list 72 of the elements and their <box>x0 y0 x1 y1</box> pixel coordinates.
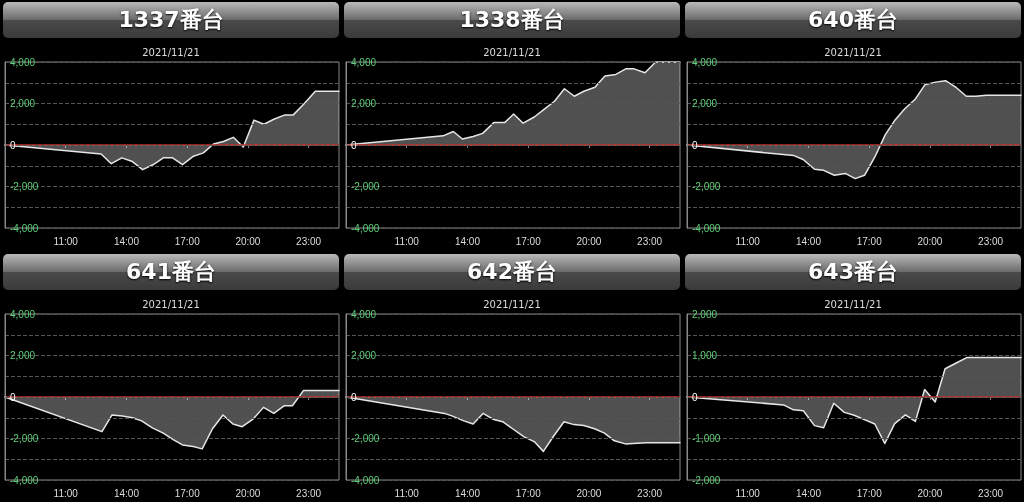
x-tick-label: 20:00 <box>235 487 261 499</box>
y-tick-label: -2,000 <box>10 433 39 444</box>
y-tick-label: -2,000 <box>692 474 721 486</box>
x-tick-label: 11:00 <box>735 487 761 499</box>
x-tick-label: 17:00 <box>515 235 542 247</box>
y-tick-label: 0 <box>351 391 357 403</box>
x-tick-label: 20:00 <box>917 235 943 247</box>
x-tick-label: 20:00 <box>917 487 943 499</box>
y-tick-label: 2,000 <box>10 350 36 361</box>
chart-subtitle: 2021/11/21 <box>483 46 541 58</box>
chart-subtitle: 2021/11/21 <box>142 298 200 310</box>
x-tick-label: 17:00 <box>856 487 883 499</box>
y-tick-label: 0 <box>692 139 698 151</box>
x-tick-label: 23:00 <box>296 235 322 247</box>
y-tick-label: -2,000 <box>692 181 721 192</box>
x-tick-label: 23:00 <box>637 487 663 499</box>
y-tick-label: -4,000 <box>351 222 380 234</box>
chart-subtitle: 2021/11/21 <box>824 298 882 310</box>
x-tick-label: 17:00 <box>515 487 542 499</box>
y-tick-label: 2,000 <box>10 98 36 109</box>
y-tick-label: -4,000 <box>10 222 39 234</box>
chart-title: 641番台 <box>3 254 339 290</box>
x-tick-label: 11:00 <box>735 235 761 247</box>
y-tick-label: 0 <box>10 391 16 403</box>
y-tick-label: -2,000 <box>351 433 380 444</box>
chart-title: 1338番台 <box>344 2 680 38</box>
x-tick-label: 14:00 <box>113 487 140 499</box>
x-tick-label: 23:00 <box>296 487 322 499</box>
y-tick-label: -1,000 <box>692 433 721 444</box>
x-tick-label: 14:00 <box>113 235 140 247</box>
y-tick-label: 2,000 <box>692 98 718 109</box>
y-tick-label: 2,000 <box>692 308 718 320</box>
chart-title: 1337番台 <box>3 2 339 38</box>
y-tick-label: 1,000 <box>692 350 718 361</box>
chart-subtitle: 2021/11/21 <box>483 298 541 310</box>
x-tick-label: 14:00 <box>454 487 481 499</box>
y-tick-label: 4,000 <box>351 56 377 68</box>
chart-subtitle: 2021/11/21 <box>824 46 882 58</box>
y-tick-label: 4,000 <box>351 308 377 320</box>
y-tick-label: 0 <box>351 139 357 151</box>
chart-subtitle: 2021/11/21 <box>142 46 200 58</box>
y-tick-label: 4,000 <box>10 56 36 68</box>
x-tick-label: 20:00 <box>576 487 602 499</box>
x-tick-label: 11:00 <box>394 235 420 247</box>
chart-title: 640番台 <box>685 2 1021 38</box>
x-tick-label: 23:00 <box>978 487 1004 499</box>
x-tick-label: 14:00 <box>454 235 481 247</box>
x-tick-label: 11:00 <box>53 487 79 499</box>
y-tick-label: 4,000 <box>692 56 718 68</box>
y-tick-label: 4,000 <box>10 308 36 320</box>
x-tick-label: 20:00 <box>576 235 602 247</box>
y-tick-label: -4,000 <box>351 474 380 486</box>
y-tick-label: -2,000 <box>10 181 39 192</box>
x-tick-label: 11:00 <box>53 235 79 247</box>
chart-title: 642番台 <box>344 254 680 290</box>
x-tick-label: 14:00 <box>795 235 822 247</box>
y-tick-label: 2,000 <box>351 98 377 109</box>
y-tick-label: -2,000 <box>351 181 380 192</box>
y-tick-label: -4,000 <box>692 222 721 234</box>
x-tick-label: 17:00 <box>856 235 883 247</box>
x-tick-label: 11:00 <box>394 487 420 499</box>
y-tick-label: 0 <box>10 139 16 151</box>
x-tick-label: 14:00 <box>795 487 822 499</box>
x-tick-label: 23:00 <box>978 235 1004 247</box>
x-tick-label: 17:00 <box>174 235 201 247</box>
x-tick-label: 23:00 <box>637 235 663 247</box>
y-tick-label: -4,000 <box>10 474 39 486</box>
x-tick-label: 20:00 <box>235 235 261 247</box>
y-tick-label: 0 <box>692 391 698 403</box>
chart-title: 643番台 <box>685 254 1021 290</box>
x-tick-label: 17:00 <box>174 487 201 499</box>
y-tick-label: 2,000 <box>351 350 377 361</box>
